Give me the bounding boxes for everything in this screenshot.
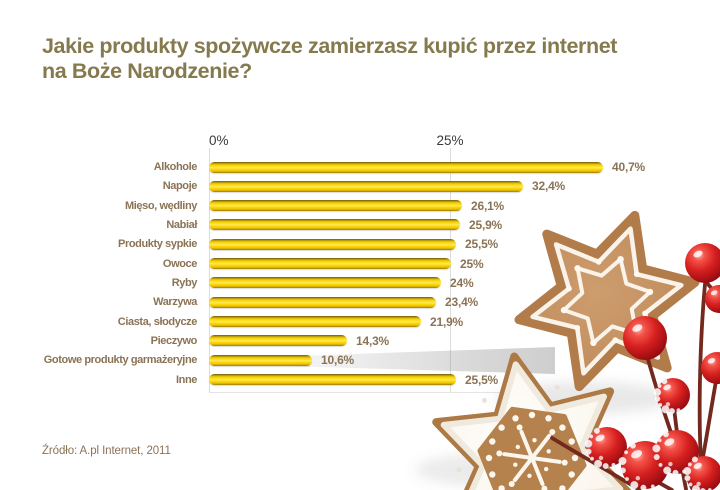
category-label: Ciasta, słodycze [117,315,198,328]
bar-12 [209,374,456,386]
value-label: 26,1% [471,198,505,213]
bar-6 [209,258,451,270]
category-label: Nabiał [166,218,197,231]
value-label: 14,3% [356,333,390,348]
source-note: Źródło: A.pl Internet, 2011 [42,445,171,457]
category-label: Napoje [162,180,198,193]
category-label: Produkty sypkie [118,238,197,251]
bar-4 [209,219,460,231]
value-label: 32,4% [532,179,566,194]
category-label: Pieczywo [150,334,198,347]
bar-7 [209,277,441,289]
value-label: 10,6% [321,353,355,368]
x-axis-tick-25: 25% [436,133,464,148]
bar-2 [209,180,523,192]
bar-8 [209,296,436,308]
title-line-1: Jakie produkty spożywcze zamierzasz kupi… [42,34,618,58]
category-label: Ryby [171,276,198,289]
chart-baseline [209,392,509,393]
category-label: Warzywa [153,296,197,309]
gridline-0-percent [209,148,210,393]
value-label: 24% [450,275,474,290]
category-label: Gotowe produkty garmażeryjne [43,354,198,367]
bar-9 [209,316,421,328]
x-axis-tick-0: 0% [209,133,229,148]
value-label: 25,9% [469,217,503,232]
page-title: Jakie produkty spożywcze zamierzasz kupi… [42,34,682,84]
value-label: 25,5% [465,237,499,252]
bar-3 [209,200,462,212]
category-label: Alkohole [153,161,198,173]
bar-11 [209,354,312,366]
value-label: 25,5% [465,372,499,387]
category-label: Mięso, wędliny [124,199,197,212]
category-label: Owoce [162,257,197,270]
value-label: 21,9% [430,314,464,329]
value-label: 23,4% [445,295,479,310]
title-line-2: na Boże Narodzenie? [42,59,252,83]
value-label: 40,7% [612,160,646,174]
bar-5 [209,238,456,250]
bar-10 [209,335,347,347]
bar-1 [209,161,603,173]
value-label: 25% [460,256,484,271]
gridline-25-percent [450,148,451,393]
category-label: Inne [175,373,197,386]
